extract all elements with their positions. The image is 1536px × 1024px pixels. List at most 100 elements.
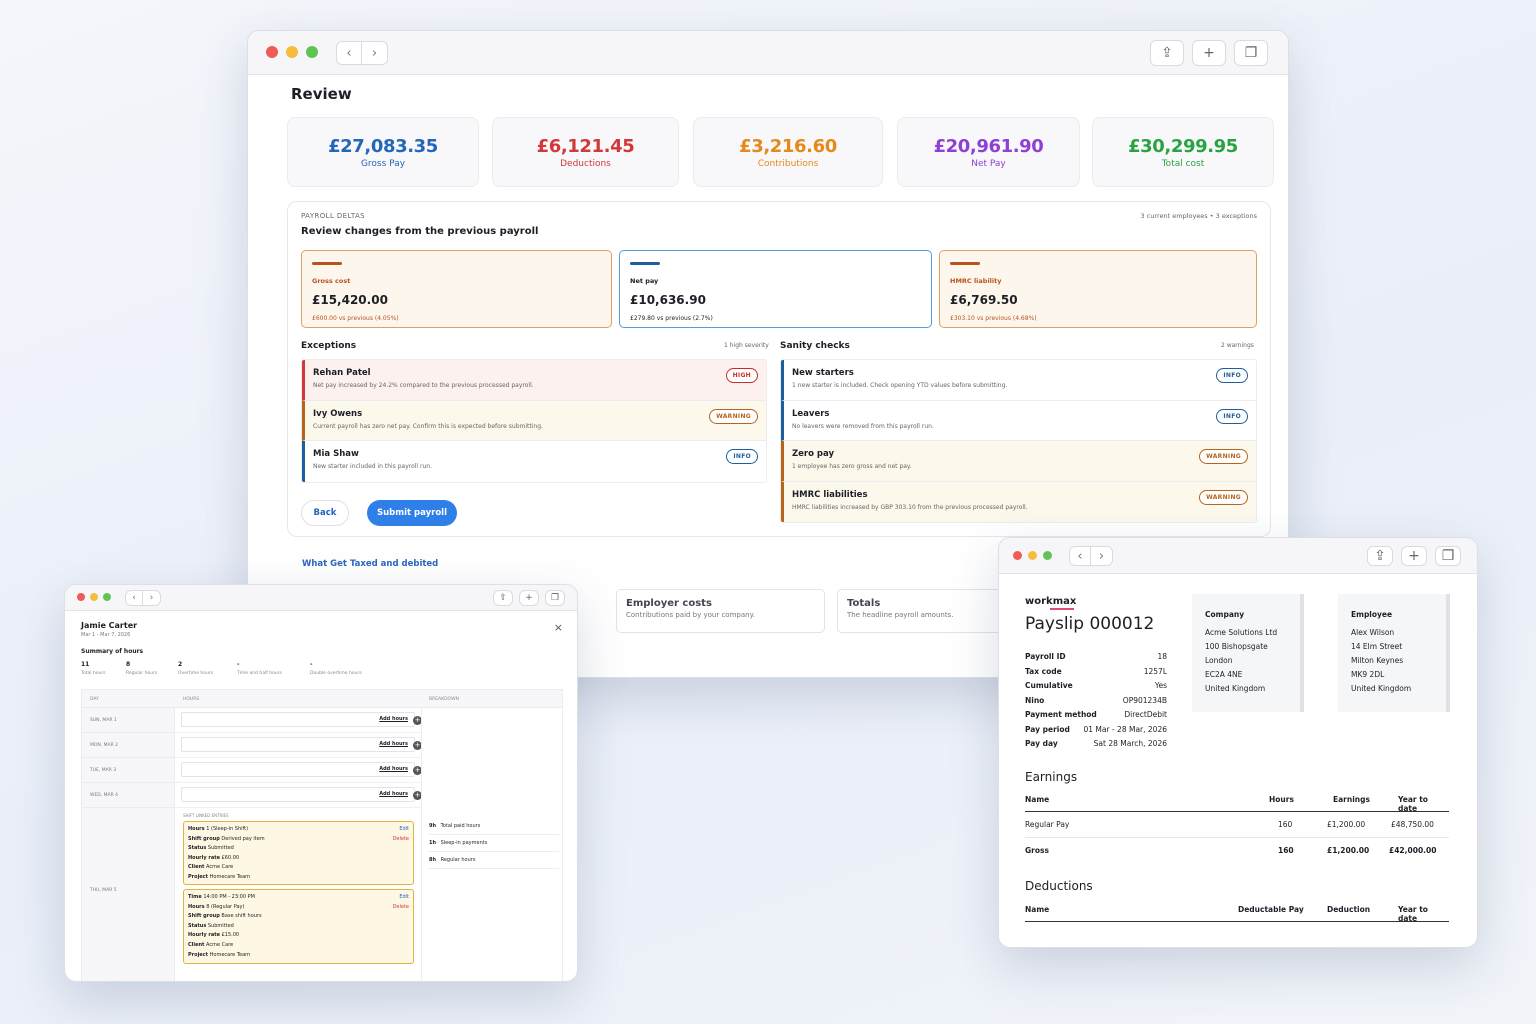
header-cell: Hours [1269,795,1294,804]
field-value: 1 (Sleep-in Shift) [206,826,249,832]
field-value: 8 (Regular Pay) [206,903,245,910]
share-icon[interactable]: ⇪ [1367,546,1393,566]
card-desc: The headline payroll amounts. [847,611,954,619]
delete-link[interactable]: Delete [392,835,409,842]
close-window-button[interactable] [266,46,278,58]
exceptions-heading: Exceptions [301,341,357,351]
zoom-window-button[interactable] [1043,551,1052,560]
window-toolbar: ‹ › ⇪ + ❐ [65,585,577,611]
forward-nav-icon[interactable]: › [143,590,161,606]
address-line: United Kingdom [1351,684,1412,693]
minimize-window-button[interactable] [286,46,298,58]
severity-badge: WARNING [1199,489,1248,505]
forward-nav-icon[interactable]: › [1091,546,1113,566]
zoom-window-button[interactable] [103,593,111,601]
field-value: Homecare Team [209,951,251,958]
share-icon[interactable]: ⇪ [1150,40,1184,66]
delta-label: HMRC liability [950,277,1002,285]
tabs-overview-icon[interactable]: ❐ [545,590,565,606]
exception-item[interactable]: Rehan Patel Net pay increased by 24.2% c… [302,360,766,401]
submit-payroll-button[interactable]: Submit payroll [367,500,457,526]
edit-link[interactable]: Edit [399,894,409,900]
sanity-name: Leavers [792,408,830,419]
zoom-window-button[interactable] [306,46,318,58]
back-button[interactable]: Back [301,500,349,526]
sanity-item[interactable]: Zero pay 1 employee has zero gross and n… [781,441,1256,482]
breakdown-hours: 9h [429,823,437,829]
exception-name: Ivy Owens [313,408,363,419]
close-window-button[interactable] [77,593,85,601]
close-window-button[interactable] [1013,551,1022,560]
add-circle-icon[interactable]: + [413,766,422,775]
hours-input[interactable]: Add hours [181,737,415,752]
table-cell: £1,200.00 [1327,820,1366,829]
sanity-item[interactable]: New starters 1 new starter is included. … [781,360,1256,401]
detail-row: Pay day Sat 28 March, 2026 [1025,739,1167,754]
add-hours-link[interactable]: Add hours [379,741,408,747]
address-line: 14 Elm Street [1351,642,1403,651]
stat-value: - [237,661,240,668]
timesheet-grid: DAY HOURS BREAKDOWN SUN, MAR 1 MON, MAR … [81,689,563,981]
delta-change: £303.10 vs previous (4.68%) [950,315,1037,322]
back-nav-icon[interactable]: ‹ [336,41,362,65]
add-circle-icon[interactable]: + [413,741,422,750]
forward-nav-icon[interactable]: › [362,41,388,65]
sanity-item[interactable]: HMRC liabilities HMRC liabilities increa… [781,481,1256,522]
sanity-item[interactable]: Leavers No leavers were removed from thi… [781,400,1256,441]
close-icon[interactable]: × [553,621,563,634]
back-nav-icon[interactable]: ‹ [125,590,143,606]
stat-value: 8 [126,661,131,668]
add-hours-link[interactable]: Add hours [379,716,408,722]
edit-link[interactable]: Edit [399,826,409,832]
detail-key: Cumulative [1025,681,1073,690]
hours-input[interactable]: Add hours [181,712,415,727]
field-value: £15.00 [221,932,240,939]
hours-input[interactable]: Add hours [181,787,415,802]
earnings-table: Name Hours Earnings Year to date Regular… [1025,787,1449,864]
minimize-window-button[interactable] [1028,551,1037,560]
sanity-checks-note: 2 warnings [1221,342,1254,349]
employee-address: Employee Alex Wilson 14 Elm Street Milto… [1338,594,1450,712]
shift-group: Shift group Derived pay item [188,835,410,845]
header-cell: Name [1025,795,1050,804]
delta-accent-bar [630,262,660,265]
detail-value: DirectDebit [1124,710,1167,719]
new-tab-icon[interactable]: + [519,590,539,606]
severity-badge: INFO [1216,408,1248,424]
delta-card-net-pay: Net pay £10,636.90 £279.80 vs previous (… [619,250,932,328]
tabs-overview-icon[interactable]: ❐ [1234,40,1268,66]
taxed-debited-link[interactable]: What Get Taxed and debited [302,559,439,569]
delta-label: Gross cost [312,277,351,285]
field-value: Submitted [207,845,234,852]
add-hours-link[interactable]: Add hours [379,791,408,797]
exception-item[interactable]: Mia Shaw New starter included in this pa… [302,441,766,482]
delta-change: £279.80 vs previous (2.7%) [630,315,713,322]
field-value: Submitted [207,922,234,929]
field-label: Client [188,864,205,871]
add-hours-link[interactable]: Add hours [379,766,408,772]
delete-link[interactable]: Delete [392,903,409,910]
new-tab-icon[interactable]: + [1401,546,1427,566]
summary-stat: 11 Total hours [81,661,126,676]
totals-card[interactable]: Totals The headline payroll amounts. [837,589,1007,633]
field-label: Shift group [188,913,220,920]
minimize-window-button[interactable] [90,593,98,601]
breakdown-row: 9h Total paid hours [429,818,559,835]
breakdown-label: Total paid hours [440,823,481,829]
field-label: Hourly rate [188,932,220,939]
new-tab-icon[interactable]: + [1192,40,1226,66]
share-icon[interactable]: ⇪ [493,590,513,606]
exception-name: Mia Shaw [313,449,359,459]
hours-input[interactable]: Add hours [181,762,415,777]
add-circle-icon[interactable]: + [413,716,422,725]
breakdown-hours: 8h [429,857,437,863]
exception-item[interactable]: Ivy Owens Current payroll has zero net p… [302,400,766,441]
detail-key: Tax code [1025,666,1062,676]
back-nav-icon[interactable]: ‹ [1069,546,1091,566]
employer-costs-card[interactable]: Employer costs Contributions paid by you… [616,589,825,633]
add-circle-icon[interactable]: + [413,791,422,800]
tabs-overview-icon[interactable]: ❐ [1435,546,1461,566]
panel-title: Review changes from the previous payroll [301,226,539,237]
table-cell: Gross [1025,846,1049,855]
table-cell: Regular Pay [1025,820,1070,829]
